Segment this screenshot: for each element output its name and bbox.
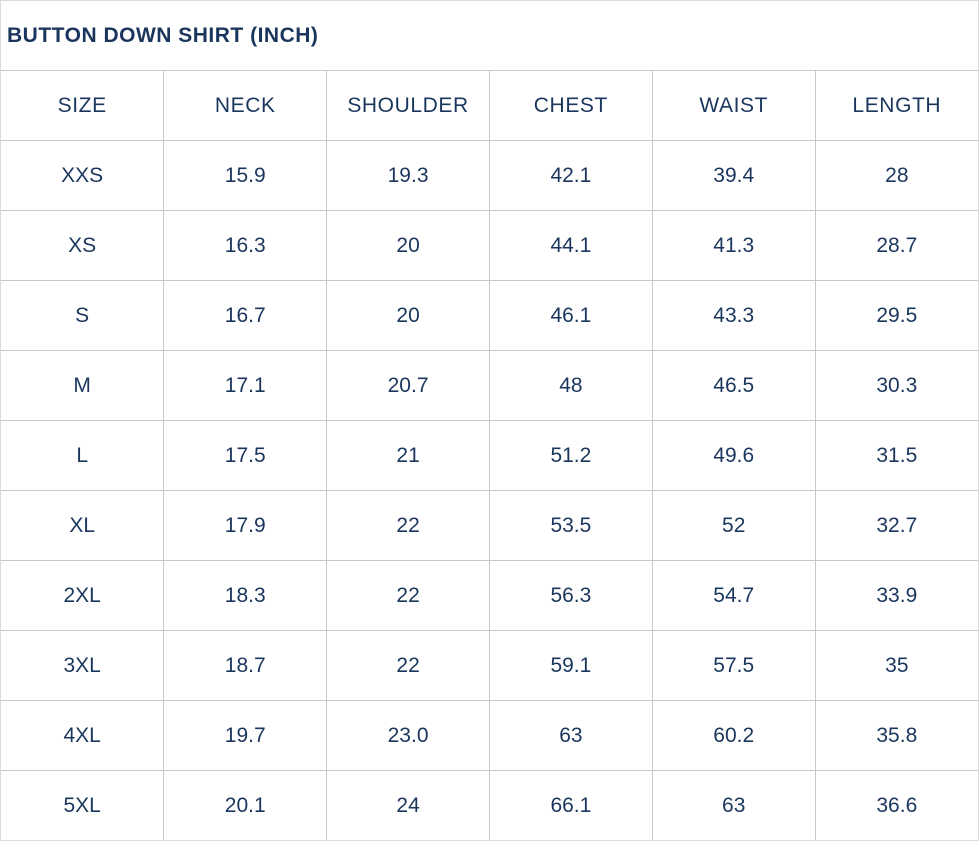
table-row: 2XL 18.3 22 56.3 54.7 33.9 xyxy=(1,560,978,631)
cell-chest: 46.1 xyxy=(489,280,653,351)
cell-chest: 66.1 xyxy=(489,770,653,840)
cell-size: XS xyxy=(1,210,165,281)
table-row: XL 17.9 22 53.5 52 32.7 xyxy=(1,490,978,561)
cell-shoulder: 20 xyxy=(326,210,490,281)
table-row: 3XL 18.7 22 59.1 57.5 35 xyxy=(1,630,978,701)
header-neck: NECK xyxy=(163,71,328,141)
table-row: 5XL 20.1 24 66.1 63 36.6 xyxy=(1,770,978,840)
cell-size: M xyxy=(1,350,165,421)
cell-length: 32.7 xyxy=(815,490,978,561)
cell-neck: 16.7 xyxy=(163,280,328,351)
cell-shoulder: 24 xyxy=(326,770,490,840)
cell-shoulder: 20.7 xyxy=(326,350,490,421)
cell-shoulder: 19.3 xyxy=(326,140,490,211)
cell-chest: 53.5 xyxy=(489,490,653,561)
cell-length: 30.3 xyxy=(815,350,978,421)
cell-shoulder: 22 xyxy=(326,630,490,701)
cell-neck: 15.9 xyxy=(163,140,328,211)
cell-waist: 43.3 xyxy=(652,280,816,351)
cell-length: 33.9 xyxy=(815,560,978,631)
cell-size: XL xyxy=(1,490,165,561)
cell-neck: 18.7 xyxy=(163,630,328,701)
cell-chest: 51.2 xyxy=(489,420,653,491)
cell-chest: 59.1 xyxy=(489,630,653,701)
cell-neck: 17.9 xyxy=(163,490,328,561)
header-shoulder: SHOULDER xyxy=(326,71,490,141)
cell-length: 29.5 xyxy=(815,280,978,351)
cell-chest: 44.1 xyxy=(489,210,653,281)
header-waist: WAIST xyxy=(652,71,816,141)
cell-length: 36.6 xyxy=(876,793,918,817)
cell-waist: 46.5 xyxy=(652,350,816,421)
cell-waist: 60.2 xyxy=(652,700,816,771)
cell-shoulder: 23.0 xyxy=(326,700,490,771)
size-table: SIZE NECK SHOULDER CHEST WAIST LENGTH XXS 15.9 1… xyxy=(1,71,978,840)
cell-size: 2XL xyxy=(1,560,165,631)
cell-shoulder: 22 xyxy=(326,490,490,561)
cell-neck: 17.1 xyxy=(163,350,328,421)
cell-neck: 19.7 xyxy=(163,700,328,771)
cell-neck: 18.3 xyxy=(163,560,328,631)
cell-neck: 16.3 xyxy=(163,210,328,281)
header-length: LENGTH xyxy=(815,71,978,141)
header-chest: CHEST xyxy=(489,71,653,141)
cell-shoulder: 22 xyxy=(326,560,490,631)
cell-neck: 20.1 xyxy=(163,770,328,840)
cell-size: XXS xyxy=(1,140,165,211)
cell-chest: 56.3 xyxy=(489,560,653,631)
cell-length: 28 xyxy=(815,140,978,211)
cell-shoulder: 20 xyxy=(326,280,490,351)
table-row: S 16.7 20 46.1 43.3 29.5 xyxy=(1,280,978,351)
table-row: L 17.5 21 51.2 49.6 31.5 xyxy=(1,420,978,491)
cell-size: S xyxy=(1,280,165,351)
cell-waist: 52 xyxy=(652,490,816,561)
cell-length: 31.5 xyxy=(815,420,978,491)
table-row: XXS 15.9 19.3 42.1 39.4 28 xyxy=(1,140,978,211)
cell-length: 35.8 xyxy=(815,700,978,771)
table-row: 4XL 19.7 23.0 63 60.2 35.8 xyxy=(1,700,978,771)
cell-neck: 17.5 xyxy=(163,420,328,491)
cell-size: 4XL xyxy=(1,700,165,771)
header-row: SIZE NECK SHOULDER CHEST WAIST LENGTH xyxy=(1,71,978,141)
cell-length: 35 xyxy=(815,630,978,701)
header-size: SIZE xyxy=(1,71,165,141)
cell-size: 5XL xyxy=(1,770,165,840)
table-row: M 17.1 20.7 48 46.5 30.3 xyxy=(1,350,978,421)
table-row: XS 16.3 20 44.1 41.3 28.7 xyxy=(1,210,978,281)
cell-length: 28.7 xyxy=(815,210,978,281)
cell-waist: 57.5 xyxy=(652,630,816,701)
cell-shoulder: 21 xyxy=(326,420,490,491)
cell-waist: 63 xyxy=(652,770,816,840)
cell-chest: 48 xyxy=(489,350,653,421)
cell-size: 3XL xyxy=(1,630,165,701)
cell-waist: 54.7 xyxy=(652,560,816,631)
cell-waist: 39.4 xyxy=(652,140,816,211)
cell-chest: 63 xyxy=(489,700,653,771)
table-title: BUTTON DOWN SHIRT (INCH) xyxy=(1,1,978,71)
cell-chest: 42.1 xyxy=(489,140,653,211)
cell-waist: 49.6 xyxy=(652,420,816,491)
cell-waist: 41.3 xyxy=(652,210,816,281)
cell-size: L xyxy=(1,420,165,491)
